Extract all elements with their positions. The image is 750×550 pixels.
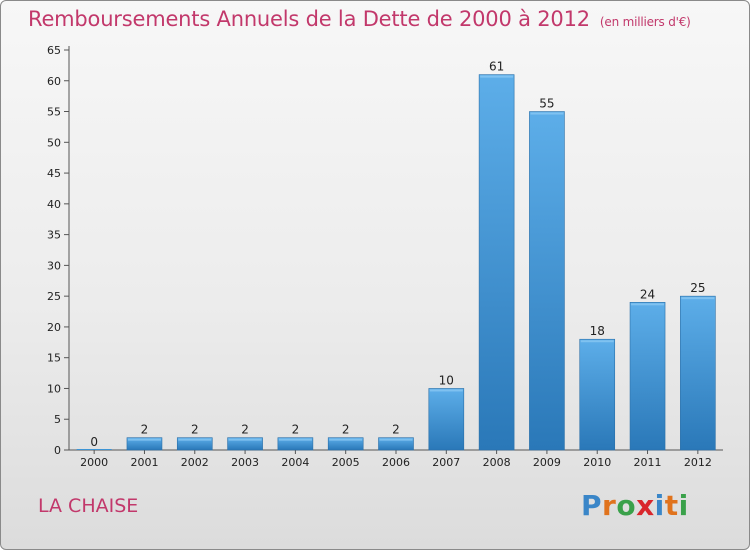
data-label: 24 xyxy=(640,287,655,301)
bar xyxy=(327,437,364,451)
logo-letter: i xyxy=(654,489,665,522)
x-tick-label: 2009 xyxy=(533,456,561,469)
x-tick-label: 2005 xyxy=(332,456,360,469)
x-tick-label: 2010 xyxy=(583,456,611,469)
x-tick-label: 2008 xyxy=(483,456,511,469)
bar xyxy=(126,437,163,451)
bar-highlight xyxy=(631,303,665,306)
logo-letter: r xyxy=(602,489,617,522)
bar-highlight xyxy=(530,112,564,115)
x-tick-label: 2004 xyxy=(281,456,309,469)
bar xyxy=(227,437,263,451)
data-label: 2 xyxy=(241,423,249,437)
y-tick-label: 0 xyxy=(54,444,61,457)
bar xyxy=(76,449,112,450)
y-tick-label: 25 xyxy=(47,290,61,303)
chart-unit-label: (en milliers d'€) xyxy=(599,15,691,29)
y-tick-label: 35 xyxy=(47,229,61,242)
bar xyxy=(176,437,213,451)
bar xyxy=(629,302,666,451)
x-tick-label: 2002 xyxy=(181,456,209,469)
bar-highlight xyxy=(379,438,413,441)
bar-highlight xyxy=(429,389,463,392)
bar-highlight xyxy=(580,340,614,343)
proxiti-logo: Proxiti xyxy=(581,489,689,522)
chart-title: Remboursements Annuels de la Dette de 20… xyxy=(28,7,691,31)
bar-highlight xyxy=(681,297,715,300)
x-tick-label: 2001 xyxy=(130,456,158,469)
y-tick-label: 65 xyxy=(47,44,61,57)
bar xyxy=(478,74,515,451)
x-tick-label: 2000 xyxy=(80,456,108,469)
bar-highlight xyxy=(480,75,514,78)
y-tick-label: 15 xyxy=(47,352,61,365)
data-label: 10 xyxy=(439,373,454,387)
x-tick-label: 2006 xyxy=(382,456,410,469)
logo-letter: i xyxy=(678,489,689,522)
y-tick-label: 20 xyxy=(47,321,61,334)
data-label: 2 xyxy=(191,423,199,437)
bar-highlight xyxy=(278,438,312,441)
y-tick-label: 50 xyxy=(47,136,61,149)
data-label: 0 xyxy=(90,435,98,449)
bar-highlight xyxy=(178,438,212,441)
data-labels: 0 2 2 2 2 2 2 10 61 55 18 24 25 xyxy=(90,60,705,449)
y-tick-label: 40 xyxy=(47,198,61,211)
y-tick-label: 30 xyxy=(47,259,61,272)
bar xyxy=(277,437,314,451)
bar-highlight xyxy=(329,438,363,441)
y-tick-label: 5 xyxy=(54,413,61,426)
logo-letter: x xyxy=(636,489,655,522)
data-label: 2 xyxy=(141,423,149,437)
y-tick-label: 60 xyxy=(47,75,61,88)
y-tick-label: 10 xyxy=(47,382,61,395)
x-tick-label: 2011 xyxy=(634,456,662,469)
bars xyxy=(76,74,716,451)
y-tick-label: 55 xyxy=(47,106,61,119)
commune-name: LA CHAISE xyxy=(38,495,139,517)
bar xyxy=(428,388,465,451)
x-tick-label: 2012 xyxy=(684,456,712,469)
y-axis: 0 5 10 15 20 25 30 35 40 45 50 55 60 65 xyxy=(47,44,70,457)
data-label: 2 xyxy=(342,423,350,437)
data-label: 55 xyxy=(539,97,554,111)
data-label: 18 xyxy=(590,324,605,338)
logo-letter: o xyxy=(616,489,637,522)
logo-letter: t xyxy=(664,489,679,522)
x-axis: 2000 2001 2002 2003 2004 2005 2006 2007 2008 2009… xyxy=(69,449,723,469)
data-label: 2 xyxy=(392,423,400,437)
x-tick-label: 2003 xyxy=(231,456,259,469)
x-tick-label: 2007 xyxy=(432,456,460,469)
data-label: 61 xyxy=(489,60,504,74)
logo-letter: P xyxy=(581,489,603,522)
bar xyxy=(680,295,716,451)
chart-title-text: Remboursements Annuels de la Dette de 20… xyxy=(28,7,590,31)
bar xyxy=(579,338,616,451)
data-label: 2 xyxy=(292,423,300,437)
data-label: 25 xyxy=(690,281,705,295)
y-tick-label: 45 xyxy=(47,167,61,180)
bar-highlight xyxy=(228,438,262,441)
bar xyxy=(378,437,414,451)
bar xyxy=(529,111,565,451)
bar-highlight xyxy=(127,438,161,441)
